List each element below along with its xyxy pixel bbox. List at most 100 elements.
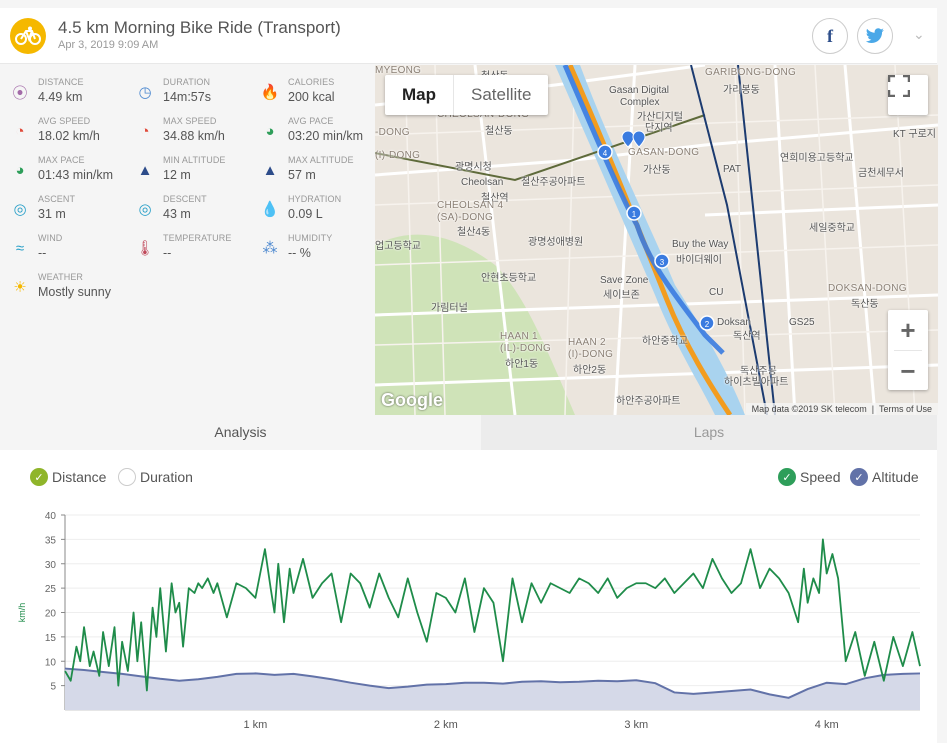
stat-label: DESCENT <box>163 194 207 204</box>
map-place-label: 금천세무서 <box>858 168 904 179</box>
pace-icon: ◕ <box>15 161 25 179</box>
stat-label: DISTANCE <box>38 77 84 87</box>
map-place-label: (IL)-DONG <box>500 343 552 354</box>
map-place-label: 독산동 <box>851 299 879 310</box>
map-place-label: HAAN 1 <box>500 331 538 342</box>
map-place-label: CHEOLSAN 4 <box>437 200 504 211</box>
zoom-out-button[interactable]: − <box>900 355 916 386</box>
stat-label: MIN ALTITUDE <box>163 155 226 165</box>
route-marker-label: 2 <box>705 320 710 329</box>
stat-value: -- <box>38 246 47 260</box>
stat-label: MAX PACE <box>38 155 85 165</box>
y-axis-label: km/h <box>17 603 27 623</box>
map-place-label: Buy the Way <box>672 239 729 250</box>
map-place-label: 가산디지털 <box>637 112 683 123</box>
stat-duration: ◷ DURATION 14m:57s <box>125 75 250 111</box>
map-place-label: (SA)-DONG <box>437 212 494 223</box>
attribution-text: Map data ©2019 SK telecom <box>751 404 867 414</box>
facebook-share-button[interactable]: f <box>812 18 848 54</box>
route-marker-label: 4 <box>603 149 608 158</box>
map-place-label: Save Zone <box>600 275 649 286</box>
stat-humidity: ⁂ HUMIDITY -- % <box>250 231 375 267</box>
route-markers: 1 2 3 4 <box>597 130 715 331</box>
map-place-label: 가리봉동 <box>723 85 760 96</box>
map-attribution: Map data ©2019 SK telecom | Terms of Use <box>745 403 938 415</box>
map-place-label: -DONG <box>375 127 410 138</box>
stat-label: DURATION <box>163 77 211 87</box>
google-logo: Google <box>381 390 443 410</box>
route-marker-label: 1 <box>632 210 637 219</box>
compass-icon: ◎ <box>138 201 152 218</box>
activity-title: 4.5 km Morning Bike Ride (Transport) <box>58 18 341 37</box>
altitude-toggle[interactable]: ✓ Altitude <box>850 468 919 486</box>
map-place-label: Gasan Digital <box>609 85 670 96</box>
map-place-label: 독산주공 <box>740 366 777 377</box>
map-place-label: 가산동 <box>643 165 671 176</box>
stat-descent: ◎ DESCENT 43 m <box>125 192 250 228</box>
speed-line <box>64 538 921 692</box>
route-marker-label: 3 <box>660 258 665 267</box>
zoom-control: + − <box>888 310 928 390</box>
map-type-satellite-button[interactable]: Satellite <box>471 85 532 104</box>
stat-label: CALORIES <box>288 77 335 87</box>
map-place-label: 연희미용고등학교 <box>780 153 854 164</box>
stat-distance: ⦿ DISTANCE 4.49 km <box>0 75 125 111</box>
stat-hydration: 💧 HYDRATION 0.09 L <box>250 192 375 228</box>
terms-of-use-link[interactable]: Terms of Use <box>878 404 932 414</box>
stat-value: 18.02 km/h <box>38 129 100 143</box>
stat-label: WIND <box>38 233 63 243</box>
distance-toggle[interactable]: ✓ Distance <box>30 468 106 486</box>
mountain-icon: ▲ <box>137 161 153 179</box>
tab-analysis[interactable]: Analysis <box>0 415 481 450</box>
sun-icon: ☀ <box>13 279 27 296</box>
stat-value: 31 m <box>38 207 66 221</box>
map-place-label: Cheolsan <box>461 177 504 188</box>
map-place-label: (I)-DONG <box>568 349 614 360</box>
map-place-label: 철산역 <box>481 193 509 204</box>
mountain-icon: ▲ <box>262 161 278 179</box>
map-place-label: Complex <box>620 97 660 108</box>
flame-icon: 🔥 <box>260 84 280 101</box>
x-tick-label: 2 km <box>434 719 458 731</box>
map-place-label: GARIBONG-DONG <box>705 67 797 78</box>
speed-toggle[interactable]: ✓ Speed <box>778 468 840 486</box>
stat-max-altitude: ▲ MAX ALTITUDE 57 m <box>250 153 375 189</box>
wind-icon: ≈ <box>15 239 25 257</box>
map-place-label: CU <box>709 287 724 298</box>
duration-toggle-label: Duration <box>140 469 193 485</box>
map-place-label: Doksan <box>717 317 751 328</box>
map-place-label: 철산동 <box>485 126 513 137</box>
chevron-down-icon[interactable]: ⌄ <box>913 26 925 42</box>
stat-label: HUMIDITY <box>288 233 333 243</box>
map-place-label: 세이브존 <box>603 290 640 301</box>
y-tick-label: 15 <box>45 633 57 644</box>
map-place-label: 안현초등학교 <box>481 273 537 284</box>
unchecked-icon <box>118 468 136 486</box>
duration-toggle[interactable]: Duration <box>118 468 193 486</box>
tab-laps[interactable]: Laps <box>481 415 937 450</box>
check-icon: ✓ <box>778 468 796 486</box>
map-type-map-button[interactable]: Map <box>402 85 436 104</box>
stopwatch-icon: ◷ <box>138 84 152 101</box>
map-place-label: GASAN-DONG <box>628 147 700 158</box>
map-type-control: Map Satellite <box>385 75 549 115</box>
stat-label: AVG PACE <box>288 116 334 126</box>
map-place-label: GS25 <box>789 317 815 328</box>
twitter-share-button[interactable] <box>857 18 893 54</box>
stat-min-altitude: ▲ MIN ALTITUDE 12 m <box>125 153 250 189</box>
thermometer-icon: 🌡 <box>135 240 155 257</box>
stat-value: 34.88 km/h <box>163 129 225 143</box>
x-tick-label: 3 km <box>624 719 648 731</box>
map-place-label: 광명성애병원 <box>528 237 584 248</box>
fullscreen-button[interactable] <box>888 75 928 115</box>
speedometer-icon: ◔ <box>140 122 150 140</box>
stat-label: MAX SPEED <box>163 116 217 126</box>
stat-label: WEATHER <box>38 272 84 282</box>
twitter-icon <box>865 28 884 43</box>
stat-label: AVG SPEED <box>38 116 91 126</box>
zoom-in-button[interactable]: + <box>900 314 916 345</box>
route-map[interactable]: 1 2 3 4 GARIBONG-DONG 가리봉동 Gasan Digital Co… <box>375 65 938 415</box>
stat-value: 43 m <box>163 207 191 221</box>
map-place-label: KT 구로지 <box>893 129 936 140</box>
stat-ascent: ◎ ASCENT 31 m <box>0 192 125 228</box>
